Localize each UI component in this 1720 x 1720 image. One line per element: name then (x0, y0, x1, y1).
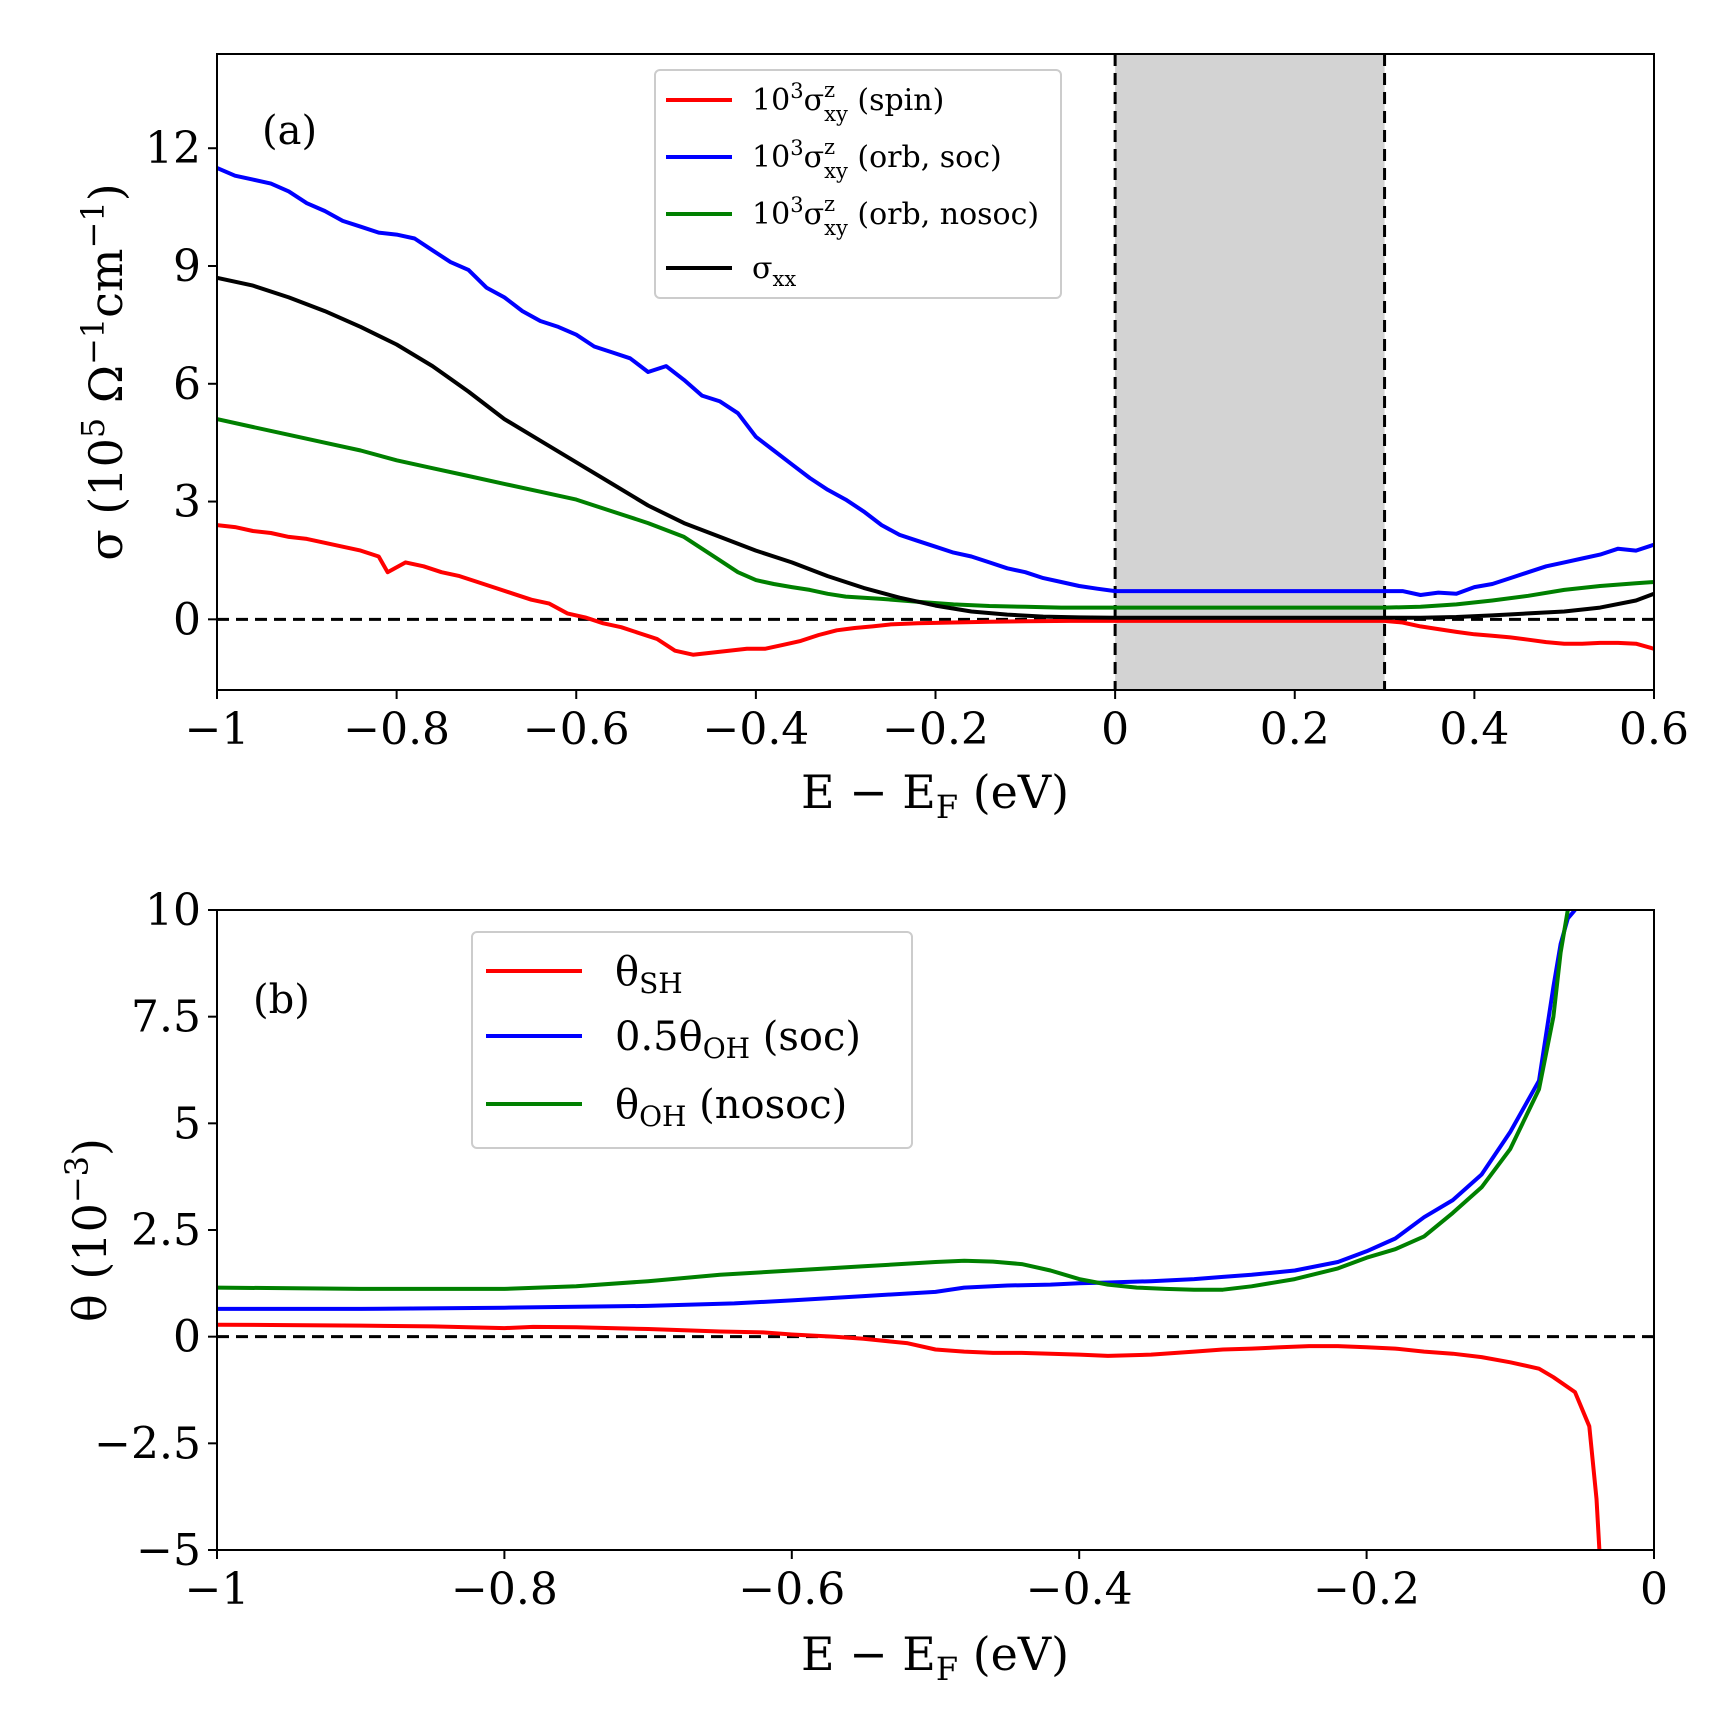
panel-a-y-ticks: 0 3 6 9 12 (145, 123, 217, 645)
x-tick-label: −1 (185, 1564, 250, 1615)
panel-a-y-axis-label: σ (105 Ω−1cm−1) (74, 183, 133, 560)
x-tick-label: −0.4 (1026, 1564, 1133, 1615)
panel-b-legend: θSH 0.5θOH (soc) θOH (nosoc) (471, 931, 913, 1149)
series-line-a-2 (217, 417, 1654, 610)
series-line-a-3 (217, 275, 1654, 620)
panel-b-label: (b) (253, 977, 310, 1023)
y-tick-label: 2.5 (131, 1205, 201, 1256)
y-tick-label: 5 (173, 1098, 201, 1149)
y-tick-label: 0 (173, 594, 201, 645)
x-tick-label: −0.2 (1313, 1564, 1420, 1615)
panel-b-x-axis-label: E − EF (eV) (801, 1627, 1069, 1688)
x-tick-label: 0.6 (1619, 704, 1689, 755)
panel-a-shaded-region (1115, 54, 1385, 690)
panel-b-legend-box (471, 931, 913, 1149)
panel-a-series (217, 166, 1654, 657)
x-tick-label: −0.6 (738, 1564, 845, 1615)
x-tick-label: −0.2 (882, 704, 989, 755)
panel-a-legend: 103σz xy (spin) 103σz xy (orb, soc) 103σz x… (654, 69, 1062, 299)
y-tick-label: 9 (173, 241, 201, 292)
series-line-b-2 (217, 910, 1570, 1292)
x-tick-label: −1 (185, 704, 250, 755)
panel-b-y-ticks: −5 −2.5 0 2.5 5 7.5 10 (94, 885, 217, 1576)
x-tick-label: 0 (1101, 704, 1129, 755)
x-tick-label: 0.2 (1260, 704, 1330, 755)
series-line-a-0 (217, 523, 1654, 657)
panel-a-x-ticks: −1 −0.8 −0.6 −0.4 −0.2 0 0.2 0.4 0.6 (185, 690, 1689, 755)
y-tick-label: 0 (173, 1312, 201, 1363)
x-tick-label: −0.8 (343, 704, 450, 755)
panel-b-x-ticks: −1 −0.8 −0.6 −0.4 −0.2 0 (185, 1550, 1668, 1615)
y-tick-label: 12 (145, 123, 201, 174)
panel-b-axes-frame (216, 909, 1655, 1551)
x-tick-label: 0.4 (1439, 704, 1509, 755)
x-tick-label: −0.8 (451, 1564, 558, 1615)
x-tick-label: −0.4 (702, 704, 809, 755)
panel-b-series (217, 910, 1602, 1550)
x-tick-label: −0.6 (523, 704, 630, 755)
series-line-b-0 (217, 1322, 1602, 1550)
legend-label-theta-oh-nosoc: θOH (nosoc) (615, 1082, 847, 1133)
panel-b-plot: −1 −0.8 −0.6 −0.4 −0.2 0 −5 −2.5 0 2.5 5 7.5 10 (b)… (58, 885, 1668, 1688)
y-tick-label: 6 (173, 359, 201, 410)
y-tick-label: 3 (173, 477, 201, 528)
series-line-b-1 (217, 910, 1577, 1311)
series-line-a-1 (217, 166, 1654, 597)
y-tick-label: 10 (145, 885, 201, 936)
panel-a-x-axis-label: E − EF (eV) (801, 765, 1069, 826)
x-tick-label: 0 (1640, 1564, 1668, 1615)
y-tick-label: −5 (136, 1525, 201, 1576)
panel-a-label: (a) (262, 108, 317, 154)
panel-b-y-axis-label: θ (10−3) (58, 1138, 117, 1322)
shaded-band (1115, 54, 1385, 690)
y-tick-label: −2.5 (94, 1418, 201, 1469)
y-tick-label: 7.5 (131, 992, 201, 1043)
panel-a-legend-box (654, 69, 1062, 299)
